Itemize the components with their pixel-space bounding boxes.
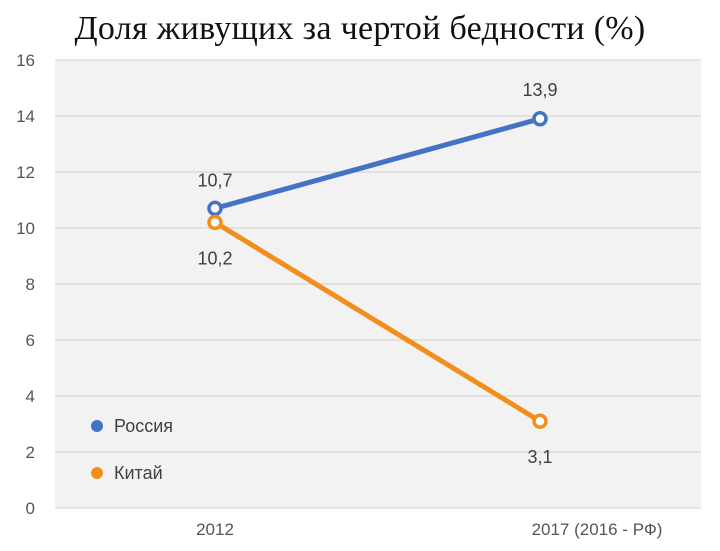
data-point [532,111,548,127]
legend-marker [91,467,103,479]
legend-marker [91,420,103,432]
y-tick-label: 0 [26,499,35,518]
y-tick-label: 4 [26,387,35,406]
series-lines [212,116,543,424]
x-tick-label: 2017 (2016 - РФ) [532,520,663,539]
chart-title: Доля живущих за чертой бедности (%) [74,10,646,47]
data-labels: 10,7 13,9 10,2 3,1 [197,80,557,467]
series-line-1 [212,219,543,424]
series-points [207,111,548,429]
y-tick-label: 8 [26,275,35,294]
data-point [532,413,548,429]
legend-label: Китай [114,463,163,483]
series-line-0 [212,116,543,211]
x-tick-label: 2012 [196,520,234,539]
data-label: 3,1 [527,447,552,467]
y-axis-ticks: 0 2 4 6 8 10 12 14 16 [16,51,35,518]
data-point [207,200,223,217]
y-tick-label: 10 [16,219,35,238]
data-label: 10,2 [197,248,232,268]
legend: Россия Китай [91,416,173,483]
x-axis-ticks: 2012 2017 (2016 - РФ) [196,520,662,539]
y-tick-label: 16 [16,51,35,70]
data-label: 10,7 [197,170,232,190]
y-tick-label: 12 [16,163,35,182]
gridlines [55,59,701,509]
y-tick-label: 6 [26,331,35,350]
data-point [207,214,223,231]
legend-label: Россия [114,416,173,436]
y-tick-label: 2 [26,443,35,462]
y-tick-label: 14 [16,107,35,126]
data-label: 13,9 [522,80,557,100]
